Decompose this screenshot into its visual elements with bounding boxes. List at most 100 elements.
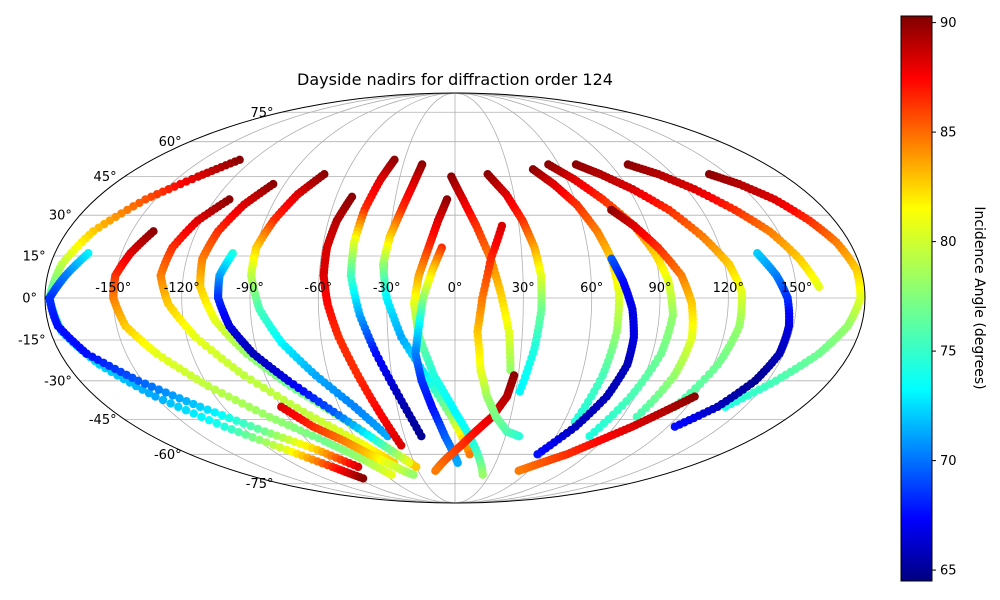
data-point xyxy=(182,396,191,406)
colorbar-tick-label: 80 xyxy=(940,235,957,250)
data-point xyxy=(251,406,261,415)
data-point xyxy=(358,474,368,483)
data-point xyxy=(175,394,184,403)
data-point xyxy=(431,466,440,476)
longitude-tick-label: -120° xyxy=(164,281,200,296)
data-point xyxy=(241,430,250,439)
graticule-meridian xyxy=(454,92,729,504)
data-point xyxy=(141,195,150,204)
data-point xyxy=(204,415,214,425)
data-point xyxy=(204,381,213,391)
data-point xyxy=(189,409,198,418)
longitude-tick-label: -90° xyxy=(236,281,264,296)
data-point xyxy=(238,399,247,408)
data-point xyxy=(154,385,164,394)
data-point xyxy=(227,425,236,434)
data-point xyxy=(305,411,314,420)
data-point xyxy=(269,440,278,450)
data-point xyxy=(151,392,160,401)
data-point xyxy=(134,376,143,386)
latitude-tick-labels: -75° -60° -45° -30° -15° 0° 15° 30° 45° 60° 75° xyxy=(18,106,274,492)
data-point xyxy=(515,387,525,396)
data-point xyxy=(255,435,264,445)
longitude-tick-label: -30° xyxy=(373,281,401,296)
map-boundary xyxy=(44,92,866,504)
colorbar-label: Incidence Angle (degrees) xyxy=(971,206,987,389)
chart-title: Dayside nadirs for diffraction order 124 xyxy=(297,70,613,89)
colorbar-tick-label: 75 xyxy=(940,345,957,360)
data-point xyxy=(161,388,170,397)
data-point xyxy=(670,422,680,431)
data-point xyxy=(217,388,227,398)
colorbar-tick-label: 65 xyxy=(940,564,957,579)
data-point xyxy=(409,470,418,479)
data-point xyxy=(299,407,308,417)
data-point xyxy=(197,412,206,422)
data-point xyxy=(239,371,249,380)
data-point xyxy=(275,443,285,452)
latitude-tick-label: -15° xyxy=(18,334,46,349)
data-point xyxy=(224,392,233,401)
data-point xyxy=(232,416,241,425)
data-point xyxy=(396,441,406,450)
data-point xyxy=(168,391,177,400)
data-point xyxy=(497,221,507,231)
longitude-tick-label: 0° xyxy=(448,281,463,296)
data-point xyxy=(585,432,594,441)
data-point xyxy=(246,421,255,431)
data-point xyxy=(814,282,824,291)
graticule-meridian xyxy=(454,92,798,504)
data-point xyxy=(253,424,263,434)
longitude-tick-label: 60° xyxy=(580,281,603,296)
longitude-tick-label: 120° xyxy=(713,281,744,296)
graticule-meridian xyxy=(454,92,524,504)
graticule xyxy=(45,92,865,504)
data-point xyxy=(244,402,254,412)
latitude-tick-label: -45° xyxy=(89,413,117,428)
data-point xyxy=(234,427,243,437)
data-point xyxy=(258,409,267,418)
data-point xyxy=(158,395,168,405)
data-point xyxy=(189,399,198,409)
longitude-tick-label: 90° xyxy=(648,281,671,296)
data-point xyxy=(140,379,150,388)
data-point xyxy=(225,413,234,423)
data-point xyxy=(220,422,229,431)
longitude-tick-label: 150° xyxy=(781,281,812,296)
data-point xyxy=(203,405,212,414)
data-point xyxy=(478,470,487,479)
data-point xyxy=(262,438,271,447)
graticule-meridian xyxy=(454,92,661,504)
data-point xyxy=(266,387,275,397)
latitude-tick-label: 15° xyxy=(23,250,46,265)
data-point xyxy=(166,399,175,408)
data-point xyxy=(514,466,523,476)
data-point xyxy=(387,470,396,479)
data-point xyxy=(412,462,421,472)
data-point xyxy=(212,419,222,428)
data-point xyxy=(265,412,274,422)
data-points xyxy=(45,155,865,483)
colorbar xyxy=(900,15,933,582)
latitude-tick-label: 0° xyxy=(22,292,37,307)
data-point xyxy=(286,399,295,409)
data-point xyxy=(246,375,255,384)
data-point xyxy=(147,382,157,391)
longitude-tick-label: -60° xyxy=(304,281,332,296)
latitude-tick-label: -60° xyxy=(154,448,182,463)
data-point xyxy=(210,408,219,417)
data-point xyxy=(248,433,257,442)
longitude-tick-label: 30° xyxy=(512,281,535,296)
data-point xyxy=(272,391,282,401)
data-point xyxy=(353,462,363,472)
data-point xyxy=(231,395,240,405)
colorbar-tick-label: 90 xyxy=(940,16,957,31)
data-point xyxy=(279,395,288,405)
latitude-tick-label: 45° xyxy=(94,170,117,185)
data-point xyxy=(453,458,462,467)
data-point xyxy=(533,450,542,459)
colorbar-ticks: 65 70 75 80 85 90 xyxy=(932,16,957,579)
data-point xyxy=(292,403,302,413)
data-point xyxy=(465,450,474,459)
